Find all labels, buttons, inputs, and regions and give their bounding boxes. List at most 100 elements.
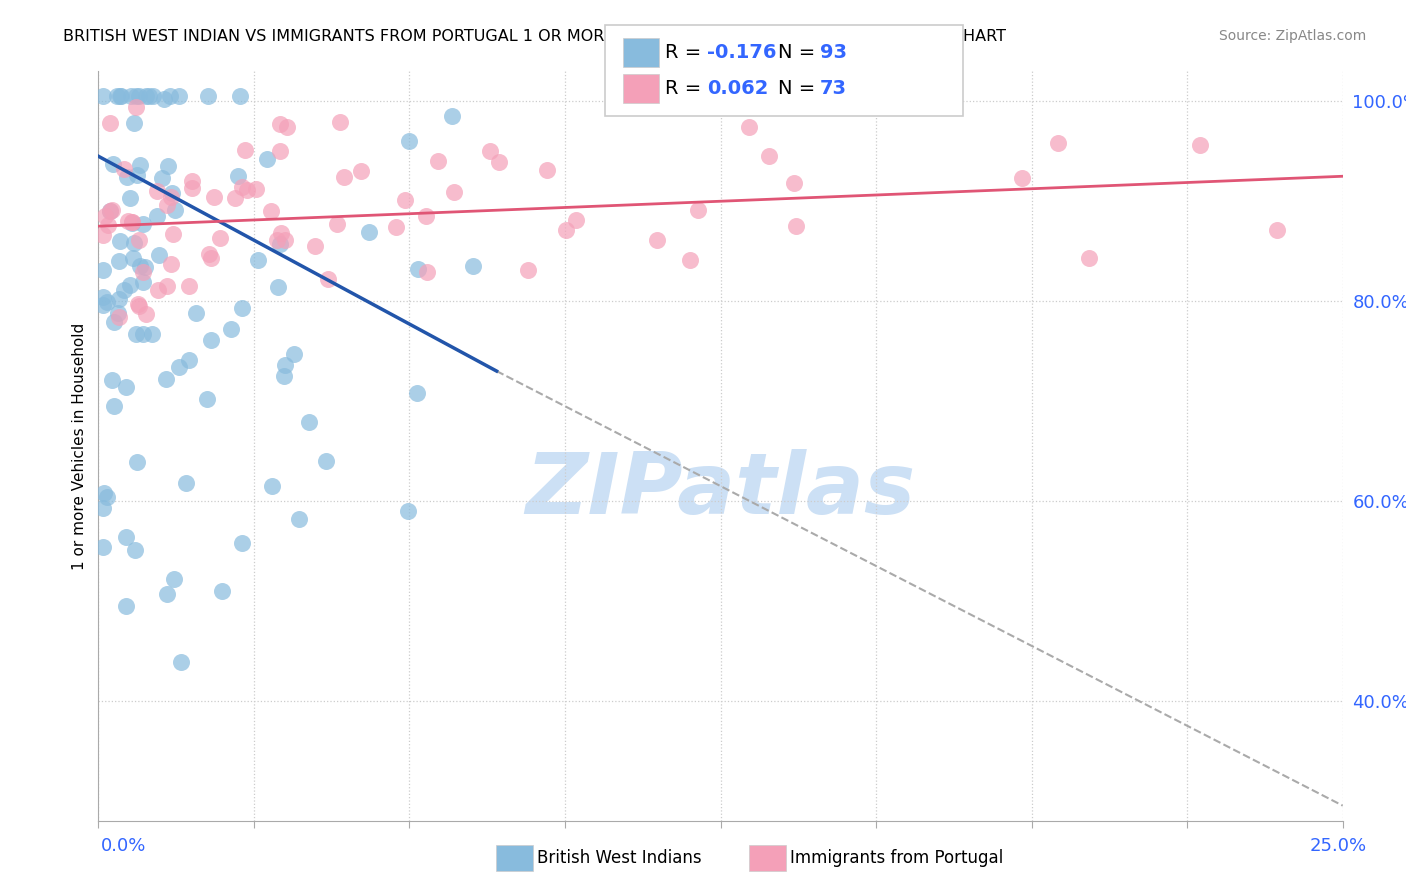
Point [287,512,309,526]
Point [202,190,225,204]
Point [110,89,132,103]
Point [93,540,115,554]
Point [197,89,219,103]
Point [97,219,120,233]
Point [165,202,187,217]
Point [269,117,291,131]
Point [441,109,464,123]
Point [157,159,180,173]
Point [108,253,131,268]
Point [645,233,668,247]
Point [415,209,437,223]
Point [93,227,115,242]
Point [170,656,193,670]
Text: BRITISH WEST INDIAN VS IMMIGRANTS FROM PORTUGAL 1 OR MORE VEHICLES IN HOUSEHOLD : BRITISH WEST INDIAN VS IMMIGRANTS FROM P… [63,29,1007,45]
Point [228,169,250,184]
Point [155,372,177,386]
Point [107,306,129,320]
Point [235,183,257,197]
Text: Source: ZipAtlas.com: Source: ZipAtlas.com [1219,29,1367,44]
Point [98,203,121,218]
Point [174,475,197,490]
Point [260,204,283,219]
Point [101,157,124,171]
Point [426,153,449,168]
Point [1189,138,1212,153]
Point [738,120,761,135]
Point [169,89,191,103]
Point [152,171,174,186]
Point [162,227,184,241]
Point [219,322,242,336]
Point [93,290,115,304]
Point [124,542,146,557]
Point [273,358,295,372]
Point [156,586,179,600]
Y-axis label: 1 or more Vehicles in Household: 1 or more Vehicles in Household [72,322,87,570]
Point [269,236,291,251]
Point [276,120,298,134]
Point [184,306,207,320]
Point [304,239,326,253]
Point [516,262,538,277]
Point [124,89,146,103]
Point [229,89,252,103]
Point [156,198,179,212]
Point [132,265,155,279]
Point [160,186,183,200]
Point [357,225,380,239]
Point [93,263,115,277]
Point [124,116,146,130]
Point [270,226,292,240]
Point [125,455,148,469]
Point [554,223,576,237]
Point [135,307,157,321]
Point [1011,171,1033,186]
Text: R =: R = [665,79,707,98]
Point [127,296,149,310]
Point [398,134,420,148]
Point [94,209,117,223]
Point [117,214,139,228]
Point [132,276,155,290]
Point [124,100,146,114]
Point [488,155,510,169]
Point [114,599,136,613]
Point [785,219,807,234]
Point [138,89,160,103]
Point [146,184,169,198]
Point [98,204,121,219]
Text: R =: R = [665,43,707,62]
Point [783,176,806,190]
Point [200,251,222,265]
Point [128,299,150,313]
Point [159,89,181,103]
Point [273,369,295,384]
Point [1046,136,1069,150]
Point [231,180,253,194]
Point [396,504,419,518]
Point [107,292,129,306]
Point [115,380,138,394]
Point [316,272,339,286]
Point [298,415,321,429]
Point [1078,251,1101,265]
Text: -0.176: -0.176 [707,43,776,62]
Text: 0.062: 0.062 [707,79,769,98]
Point [128,233,150,247]
Point [177,353,200,368]
Point [686,202,709,217]
Point [146,209,169,223]
Point [536,163,558,178]
Point [195,392,218,407]
Text: British West Indians: British West Indians [537,849,702,867]
Point [121,216,143,230]
Point [167,359,190,374]
Point [461,259,484,273]
Point [159,257,181,271]
Point [121,215,143,229]
Point [269,144,291,158]
Point [112,284,135,298]
Point [406,261,429,276]
Point [105,89,128,103]
